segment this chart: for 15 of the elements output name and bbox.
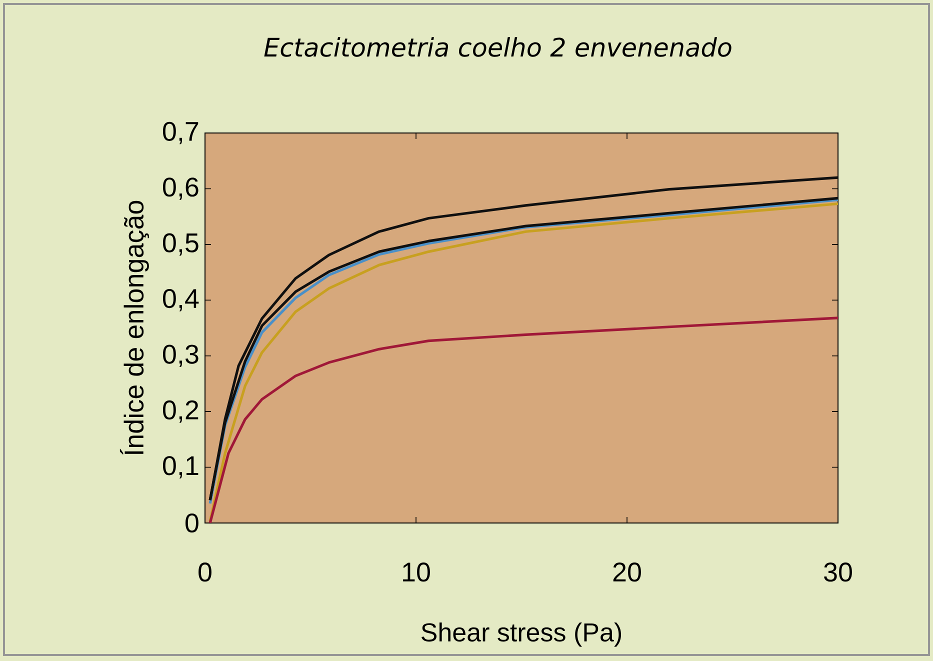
y-tick-label: 0,3 (162, 344, 198, 368)
x-tick-label: 0 (198, 562, 212, 582)
y-tick-label: 0,2 (162, 400, 198, 423)
y-axis-title: Índice de enlongação (120, 200, 150, 454)
y-tick-label: 0,4 (162, 288, 199, 312)
y-tick-label: 0,7 (162, 122, 198, 144)
y-tick-label: 0,6 (162, 178, 198, 200)
x-tick-label: 10 (403, 562, 430, 582)
x-tick-label: 20 (613, 562, 641, 582)
x-axis-title: Shear stress (Pa) (422, 622, 621, 647)
chart-title: Ectacitometria coelho 2 envenenado (264, 37, 732, 57)
x-tick-label: 30 (824, 562, 852, 582)
y-tick-label: 0,5 (162, 233, 198, 256)
y-tick-label: 0 (186, 513, 198, 533)
y-tick-label: 0,1 (162, 456, 198, 478)
